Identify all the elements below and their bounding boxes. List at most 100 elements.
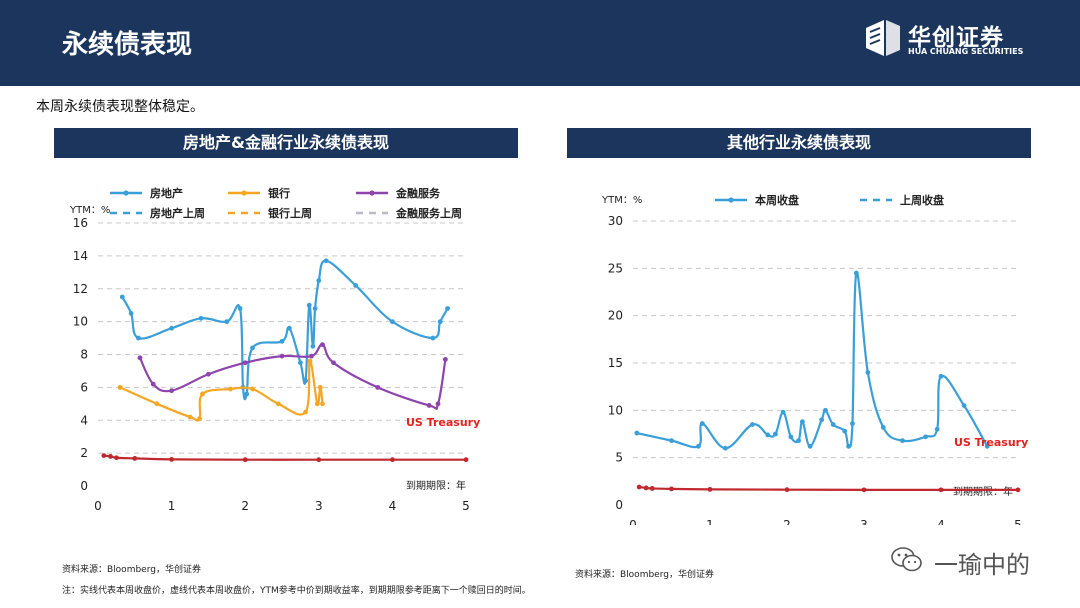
- legend-item: 银行上周: [228, 206, 312, 220]
- legend-item: 金融服务: [356, 186, 441, 200]
- legend-item: 银行: [228, 186, 290, 200]
- legend-item: 房地产: [110, 186, 183, 200]
- data-point: [101, 453, 107, 458]
- data-point: [237, 306, 243, 311]
- header-bar: 永续债表现 华创证券 HUA CHUANG SECURITIES: [0, 0, 1080, 86]
- data-point: [1015, 487, 1021, 493]
- legend-marker: [123, 190, 129, 196]
- series-line: [634, 270, 990, 451]
- data-point: [279, 353, 285, 359]
- data-point: [669, 438, 674, 444]
- series-line: [119, 258, 450, 401]
- data-point: [749, 422, 755, 427]
- logo-text-en: HUA CHUANG SECURITIES: [908, 47, 1024, 56]
- data-point: [275, 401, 281, 407]
- legend-marker: [728, 197, 734, 203]
- data-point: [819, 417, 825, 423]
- data-point: [200, 391, 205, 397]
- x-tick-label: 2: [241, 499, 249, 513]
- data-point: [206, 371, 211, 377]
- x-tick-label: 1: [706, 518, 714, 525]
- data-point: [649, 486, 655, 491]
- data-point: [780, 409, 786, 415]
- logo-cube-icon: [866, 20, 900, 56]
- y-tick-label: 5: [615, 451, 623, 465]
- y-tick-label: 10: [73, 315, 88, 329]
- x-tick-label: 3: [315, 499, 323, 513]
- watermark-text: 一瑜中的: [934, 551, 1030, 579]
- legend-label: 房地产: [150, 186, 183, 200]
- data-point: [154, 401, 160, 407]
- x-axis-label: 到期期限：年: [406, 479, 466, 492]
- series-us-treasury: [636, 484, 1021, 493]
- y-tick-label: 2: [80, 446, 88, 460]
- data-point: [136, 335, 141, 341]
- legend-label: 银行: [268, 186, 290, 200]
- y-axis-label: YTM：%: [601, 195, 642, 206]
- data-point: [938, 487, 944, 493]
- data-point: [699, 421, 705, 426]
- legend-label: 银行上周: [268, 206, 312, 220]
- x-tick-label: 4: [937, 518, 945, 525]
- legend-label: 金融服务上周: [395, 206, 462, 220]
- data-point: [723, 445, 728, 451]
- data-point: [984, 443, 990, 449]
- data-point: [228, 386, 233, 392]
- data-point: [784, 487, 790, 493]
- data-point: [923, 434, 928, 440]
- data-point: [198, 315, 204, 321]
- legend-label: 房地产上周: [150, 206, 205, 220]
- page-title: 永续债表现: [62, 30, 193, 60]
- legend-label: 金融服务: [395, 186, 441, 200]
- y-axis-label: YTM：%: [69, 205, 110, 216]
- data-point: [298, 360, 303, 366]
- data-point: [244, 391, 250, 397]
- footnote: 注：实线代表本周收盘价，虚线代表本周收盘价，YTM参考中价到期收益率，到期期限参…: [62, 586, 531, 596]
- data-point: [286, 325, 292, 331]
- x-axis-label: 到期期限：年: [953, 485, 1013, 498]
- data-point: [316, 457, 322, 463]
- summary-text: 本周永续债表现整体稳定。: [36, 99, 204, 115]
- y-tick-label: 16: [73, 216, 88, 230]
- data-point: [279, 338, 285, 344]
- data-point: [197, 416, 202, 422]
- us-treasury-label: US Treasury: [954, 436, 1028, 449]
- legend-label: 上周收盘: [900, 193, 944, 207]
- data-point: [430, 335, 436, 341]
- data-point: [636, 484, 642, 490]
- watermark: 一瑜中的: [890, 543, 1060, 579]
- logo-text-cn: 华创证券: [908, 25, 1004, 51]
- data-point: [900, 438, 905, 444]
- data-point: [320, 401, 325, 407]
- data-point: [800, 419, 805, 425]
- data-point: [865, 370, 871, 375]
- data-point: [773, 431, 778, 437]
- data-point: [846, 443, 851, 449]
- y-tick-label: 4: [80, 413, 88, 427]
- source-left: 资料来源：Bloomberg，华创证券: [62, 565, 201, 575]
- chart-right-banner: 其他行业永续债表现: [567, 128, 1031, 158]
- legend-label: 本周收盘: [755, 193, 799, 207]
- data-point: [242, 457, 248, 463]
- data-point: [390, 457, 395, 463]
- data-point: [643, 485, 649, 491]
- us-treasury-label: US Treasury: [406, 416, 480, 429]
- x-tick-label: 5: [462, 499, 470, 513]
- legend-item: 房地产上周: [110, 206, 205, 220]
- data-point: [117, 384, 123, 390]
- data-point: [314, 401, 320, 407]
- data-point: [316, 278, 322, 283]
- data-point: [132, 455, 138, 461]
- x-tick-label: 0: [94, 499, 102, 513]
- data-point: [880, 424, 886, 430]
- x-tick-label: 3: [860, 518, 868, 525]
- data-point: [765, 432, 771, 438]
- data-point: [788, 434, 794, 440]
- data-point: [309, 353, 314, 359]
- data-point: [934, 426, 940, 432]
- y-tick-label: 0: [615, 498, 623, 512]
- data-point: [842, 428, 848, 434]
- legend-item: 上周收盘: [860, 193, 944, 207]
- data-point: [634, 430, 640, 436]
